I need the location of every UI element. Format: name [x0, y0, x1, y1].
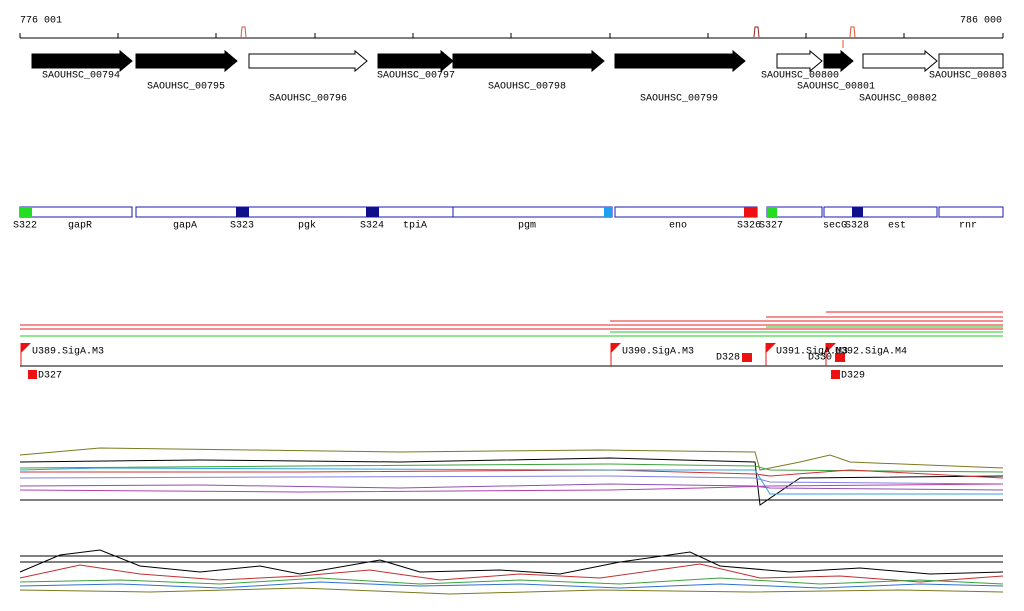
feature-label: secG [823, 221, 847, 232]
terminator-label: D327 [38, 371, 62, 382]
gene-label: SAOUHSC_00801 [797, 82, 875, 93]
feature-label: est [888, 221, 906, 232]
feature-label: tpiA [403, 220, 427, 232]
promoter-label: U391.SigA.M3 [776, 346, 848, 358]
feature-label: pgk [298, 220, 316, 232]
peaks [240, 26, 856, 48]
axis [19, 33, 1004, 39]
feature-label: rnr [959, 221, 977, 232]
gene-label: SAOUHSC_00797 [377, 71, 455, 82]
feature-label: S328 [845, 221, 869, 232]
axis-end: 786 000 [960, 16, 1002, 27]
feature-label: S327 [759, 221, 783, 232]
expression-traces [19, 447, 1004, 595]
gene-label: SAOUHSC_00803 [929, 71, 1007, 82]
gene-label: SAOUHSC_00799 [640, 94, 718, 105]
gene-label: SAOUHSC_00802 [859, 94, 937, 105]
terminator-label: D330 [808, 353, 832, 364]
transcript-lines [20, 311, 1003, 367]
feature-label: gapR [68, 221, 92, 232]
feature-label: S324 [360, 221, 384, 232]
feature-label: pgm [518, 221, 536, 232]
gene-label: SAOUHSC_00800 [761, 71, 839, 82]
genes [31, 49, 1004, 73]
gene-label: SAOUHSC_00794 [42, 71, 120, 82]
promoter-flags [20, 343, 845, 379]
gene-label: SAOUHSC_00798 [488, 82, 566, 93]
promoter-label: U389.SigA.M3 [32, 346, 104, 358]
gene-label: SAOUHSC_00796 [269, 94, 347, 105]
promoter-label: U392.SigA.M4 [835, 346, 907, 358]
terminator-label: D328 [716, 353, 740, 364]
axis-start: 776 001 [20, 16, 62, 27]
terminator-label: D329 [841, 371, 865, 382]
feature-label: eno [669, 221, 687, 232]
feature-label: S322 [13, 221, 37, 232]
feature-label: S326 [737, 221, 761, 232]
feature-label: gapA [173, 221, 197, 232]
gene-label: SAOUHSC_00795 [147, 82, 225, 93]
promoter-label: U390.SigA.M3 [622, 346, 694, 358]
feature-label: S323 [230, 221, 254, 232]
features [19, 206, 1004, 218]
